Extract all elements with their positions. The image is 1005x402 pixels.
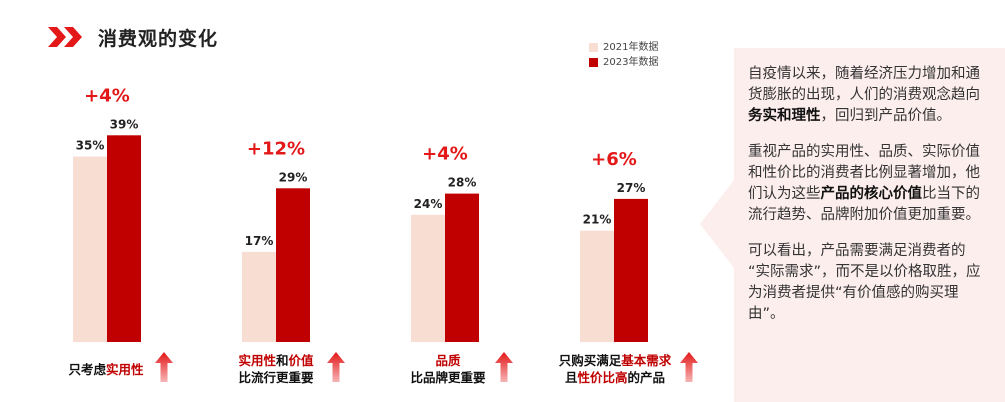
category-label-1: 只考虑实用性: [58, 361, 154, 378]
legend-item-2021: 2021年数据: [589, 40, 658, 55]
up-arrow-icon: [495, 352, 513, 382]
bar-2023: [614, 198, 648, 342]
bar-2021: [580, 230, 614, 342]
title-bar: 消费观的变化: [48, 22, 218, 52]
page-title: 消费观的变化: [98, 27, 219, 50]
legend-label-2023: 2023年数据: [603, 57, 659, 68]
p2-text-a: 重视产品的实用性、品质、实际价值和性价比的消费者比例显著增加，他们认为这些: [748, 144, 980, 202]
bar-2021: [242, 251, 276, 342]
double-chevron-icon: [48, 27, 82, 47]
summary-paragraph-2: 重视产品的实用性、品质、实际价值和性价比的消费者比例显著增加，他们认为这些产品的…: [748, 142, 984, 226]
p1-bold: 务实和理性: [748, 108, 821, 124]
legend-swatch-2021: [589, 43, 598, 52]
category-4-line2: 且性价比高的产品: [548, 369, 682, 386]
p1-text-a: 自疫情以来，随着经济压力增加和通货膨胀的出现，人们的消费观念趋向: [748, 66, 980, 103]
category-2-mid: 和: [275, 353, 289, 368]
summary-paragraph-1: 自疫情以来，随着经济压力增加和通货膨胀的出现，人们的消费观念趋向务实和理性，回归…: [748, 64, 984, 127]
category-label-4: 只购买满足基本需求 且性价比高的产品: [548, 352, 682, 386]
bar-2021: [73, 156, 107, 342]
category-4-text-a: 只购买满足: [558, 353, 622, 368]
category-2-line1: 实用性和价值: [224, 352, 328, 369]
legend-label-2021: 2021年数据: [603, 42, 659, 53]
up-arrow-icon: [327, 352, 345, 382]
value-label-2023: 29%: [279, 170, 308, 184]
legend-item-2023: 2023年数据: [589, 55, 658, 70]
category-3-highlight: 品质: [435, 353, 461, 368]
chart-legend: 2021年数据 2023年数据: [589, 40, 658, 70]
category-4-line1: 只购买满足基本需求: [548, 352, 682, 369]
bar-chart: 35% 39% +4% 17% 29% +12% 24% 28% +4% 21% 27% +6%: [73, 85, 648, 342]
value-label-2021: 21%: [583, 213, 612, 227]
value-label-2023: 27%: [617, 181, 646, 195]
category-3-line2: 比品牌更重要: [410, 370, 486, 385]
category-2-highlight-b: 价值: [288, 353, 314, 368]
category-4-highlight-b: 性价比高: [577, 370, 628, 385]
bar-2021: [411, 214, 445, 342]
bar-2023: [107, 135, 141, 342]
value-label-2021: 35%: [76, 139, 105, 153]
summary-panel-background: [700, 48, 1005, 402]
p1-text-c: ，回归到产品价值。: [820, 108, 952, 124]
summary-panel: 自疫情以来，随着经济压力增加和通货膨胀的出现，人们的消费观念趋向务实和理性，回归…: [748, 64, 984, 340]
value-label-2021: 24%: [414, 197, 443, 211]
category-2-highlight-a: 实用性: [238, 353, 276, 368]
category-label-2: 实用性和价值 比流行更重要: [224, 352, 328, 386]
summary-paragraph-3: 可以看出，产品需要满足消费者的 “实际需求”，而不是以价格取胜，应为消费者提供“…: [748, 243, 981, 322]
p2-bold: 产品的核心价值: [820, 186, 923, 202]
category-4-text-b: 且: [564, 370, 578, 385]
bar-2023: [445, 193, 479, 342]
p2-text-c: 比当下的流行趋势、品牌附加价值更加重要。: [748, 186, 980, 223]
category-label-3: 品质 比品牌更重要: [396, 352, 500, 386]
bar-2023: [276, 188, 310, 342]
category-4-text-c: 的产品: [627, 370, 666, 385]
change-label: +6%: [591, 149, 637, 170]
change-label: +12%: [247, 138, 305, 159]
value-label-2021: 17%: [245, 234, 274, 248]
up-arrow-icon: [680, 352, 698, 382]
up-arrow-icon: [155, 352, 173, 382]
value-label-2023: 28%: [448, 176, 477, 190]
change-label: +4%: [422, 144, 468, 165]
value-label-2023: 39%: [110, 117, 139, 131]
change-label: +4%: [84, 85, 130, 106]
category-1-highlight: 实用性: [106, 362, 144, 377]
legend-swatch-2023: [589, 58, 598, 67]
category-2-line2: 比流行更重要: [238, 370, 314, 385]
category-1-text: 只考虑: [68, 362, 106, 377]
category-4-highlight-a: 基本需求: [621, 353, 672, 368]
